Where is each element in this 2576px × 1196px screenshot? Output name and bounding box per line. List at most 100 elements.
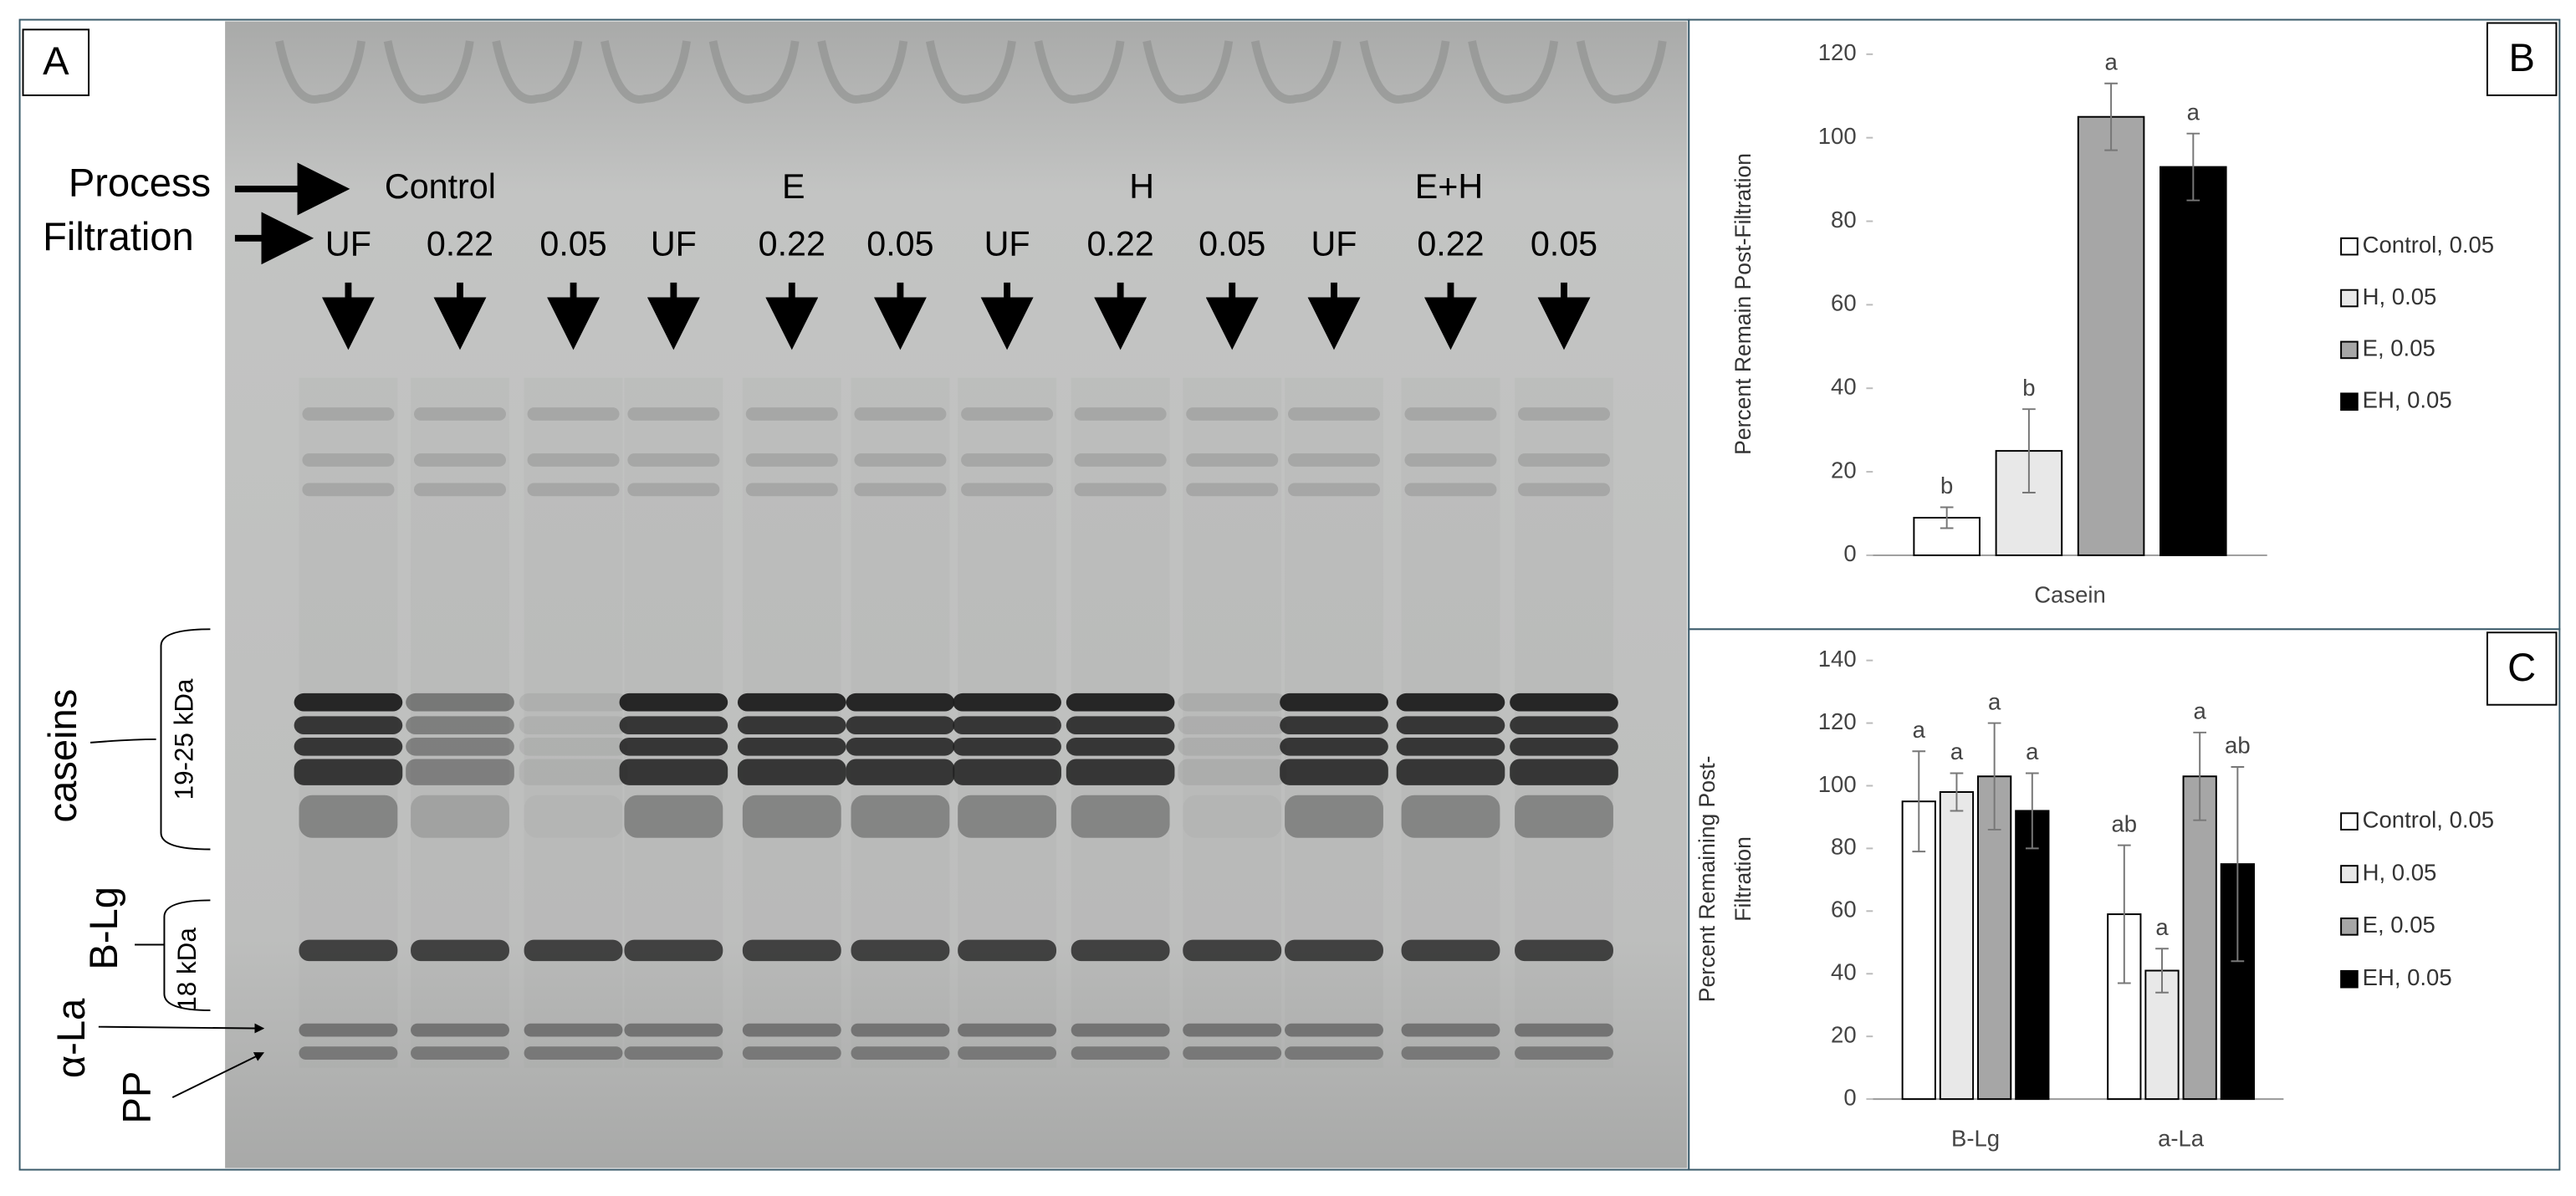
legend-swatch — [2340, 289, 2359, 308]
gel-band — [519, 737, 628, 756]
significance-letter: b — [1940, 473, 1953, 498]
gel-band — [1288, 453, 1380, 467]
gel-band — [1186, 407, 1279, 421]
process-label: E+H — [1415, 167, 1483, 206]
gel-band — [1178, 716, 1287, 735]
gel-band — [961, 453, 1054, 467]
gel-band — [742, 1046, 841, 1060]
error-bar — [2193, 731, 2207, 821]
gel-band — [294, 693, 403, 712]
gel-band — [1178, 693, 1287, 712]
gel-band — [1396, 737, 1505, 756]
y-tick-label: 20 — [1831, 1021, 1857, 1047]
y-axis-label: Filtration — [1730, 836, 1756, 922]
gel-well — [383, 40, 474, 104]
gel-band — [1285, 939, 1383, 962]
legend-swatch — [2340, 865, 2359, 883]
y-tick-label: 80 — [1831, 207, 1857, 233]
y-tick-label: 0 — [1843, 540, 1856, 566]
gel-band — [958, 1046, 1057, 1060]
gel-well — [1359, 40, 1450, 104]
gel-band — [1183, 939, 1282, 962]
gel-band — [1401, 939, 1500, 962]
gel-well — [817, 40, 908, 104]
gel-well — [1250, 40, 1342, 104]
gel-well — [492, 40, 583, 104]
gel-band — [527, 407, 620, 421]
gel-band — [619, 693, 728, 712]
gel-band — [1186, 453, 1279, 467]
gel-band — [1404, 407, 1497, 421]
gel-well — [1576, 40, 1667, 104]
bar — [2015, 810, 2050, 1101]
y-tick-label: 40 — [1831, 959, 1857, 985]
gel-band — [961, 407, 1054, 421]
gel-band — [414, 453, 506, 467]
gel-well — [708, 40, 800, 104]
gel-band — [846, 693, 955, 712]
gel-well — [275, 40, 366, 104]
gel-band — [1071, 1023, 1170, 1037]
error-bar — [2022, 408, 2036, 494]
gel-band — [1518, 453, 1610, 467]
gel-band — [1074, 453, 1167, 467]
gel-band — [524, 1046, 623, 1060]
gel-band — [851, 1023, 950, 1037]
caseins-label: caseins — [40, 689, 84, 823]
gel-band — [524, 795, 623, 838]
gel-well — [1468, 40, 1559, 104]
gel-band — [1071, 939, 1170, 962]
panel-letter: C — [2507, 645, 2536, 689]
panel-letter-box — [2486, 22, 2558, 96]
pp-label: PP — [114, 1071, 158, 1124]
gel-band — [294, 737, 403, 756]
legend-swatch — [2340, 917, 2359, 936]
gel-band — [737, 737, 846, 756]
gel-band — [1066, 693, 1175, 712]
gel-band — [627, 407, 720, 421]
gel-band — [1515, 939, 1613, 962]
arrow — [98, 1023, 265, 1034]
error-bar — [2231, 766, 2245, 963]
gel-band — [1066, 759, 1175, 785]
gel-band — [953, 693, 1061, 712]
gel-band — [854, 407, 947, 421]
panel-letter-box — [2486, 631, 2558, 706]
legend-swatch — [2340, 812, 2359, 831]
gel-band — [1178, 759, 1287, 785]
gel-band — [1071, 1046, 1170, 1060]
gel-band — [851, 939, 950, 962]
filtration-label: UF — [984, 225, 1030, 263]
gel-band — [1178, 737, 1287, 756]
legend-swatch — [2340, 392, 2359, 411]
y-tick-label: 140 — [1818, 646, 1857, 672]
x-tick-label: B-Lg — [1951, 1125, 2000, 1151]
gel-band — [958, 1023, 1057, 1037]
gel-band — [411, 939, 509, 962]
error-bar — [2186, 132, 2200, 202]
caseins-size: 19-25 kDa — [169, 678, 198, 800]
legend-label: Control, 0.05 — [2363, 806, 2494, 832]
x-tick-label: a-La — [2158, 1125, 2205, 1151]
significance-letter: a — [1913, 717, 1926, 743]
gel-band — [302, 483, 395, 497]
gel-band — [406, 716, 514, 735]
gel-band — [1288, 483, 1380, 497]
gel-band — [624, 939, 723, 962]
gel-band — [1280, 759, 1388, 785]
gel-band — [958, 795, 1057, 838]
filtration-label: 0.22 — [1086, 225, 1153, 263]
gel-band — [1066, 716, 1175, 735]
y-tick-label: 60 — [1831, 290, 1857, 316]
gel-band — [406, 759, 514, 785]
legend-label: EH, 0.05 — [2363, 387, 2452, 413]
y-axis-label: Percent Remain Post-Filtration — [1730, 153, 1756, 455]
y-tick-label: 60 — [1831, 897, 1857, 923]
panel-letter: B — [2508, 35, 2534, 79]
significance-letter: a — [2026, 739, 2039, 764]
gel-band — [1183, 795, 1282, 838]
gel-band — [406, 737, 514, 756]
error-bar — [1940, 506, 1954, 529]
gel-band — [851, 795, 950, 838]
bar — [2077, 115, 2145, 556]
